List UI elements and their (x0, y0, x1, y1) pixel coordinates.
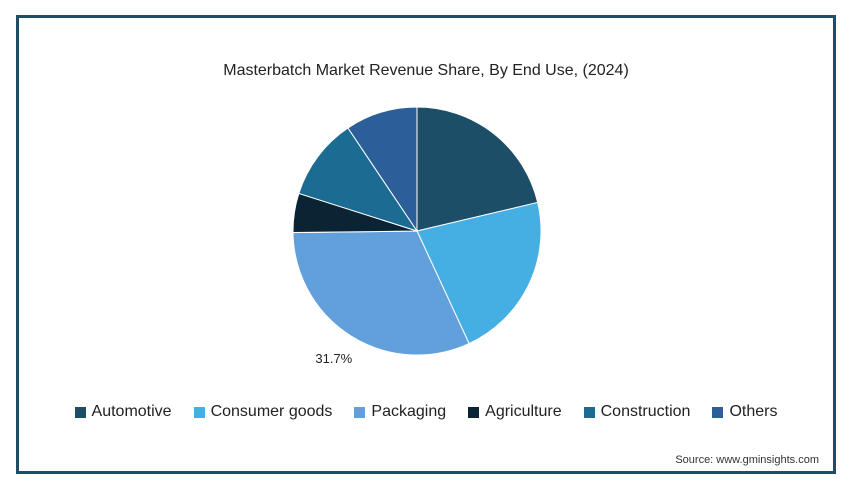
legend-swatch (193, 406, 205, 418)
pie-slice-others (347, 106, 418, 233)
legend-item-others: Others (712, 403, 777, 421)
legend-label: Construction (600, 403, 691, 420)
legend-swatch (583, 406, 595, 418)
legend-item-automotive: Automotive (74, 403, 172, 421)
legend-label: Packaging (371, 403, 447, 420)
pie-slice-construction (298, 127, 419, 232)
legend-label: Others (729, 403, 778, 420)
source-note: Source: www.gminsights.com (675, 454, 819, 466)
legend-item-construction: Construction (583, 403, 691, 421)
legend-swatch (74, 406, 86, 418)
legend-swatch (712, 406, 724, 418)
data-label-packaging: 31.7% (315, 351, 352, 366)
chart-legend: Automotive Consumer goods Packaging Agricul… (19, 403, 833, 421)
legend-swatch (468, 406, 480, 418)
pie-slice-packaging (292, 230, 470, 356)
legend-label: Agriculture (485, 403, 562, 420)
pie-slice-automotive (416, 106, 539, 232)
legend-item-packaging: Packaging (354, 403, 446, 421)
chart-frame: Masterbatch Market Revenue Share, By End… (16, 15, 836, 474)
pie-slice-consumer-goods (416, 201, 542, 345)
chart-title: Masterbatch Market Revenue Share, By End… (223, 62, 629, 79)
legend-item-consumer-goods: Consumer goods (193, 403, 333, 421)
legend-item-agriculture: Agriculture (468, 403, 562, 421)
legend-swatch (354, 406, 366, 418)
legend-label: Automotive (91, 403, 172, 420)
pie-chart: 31.7% (292, 106, 542, 366)
legend-label: Consumer goods (210, 403, 333, 420)
